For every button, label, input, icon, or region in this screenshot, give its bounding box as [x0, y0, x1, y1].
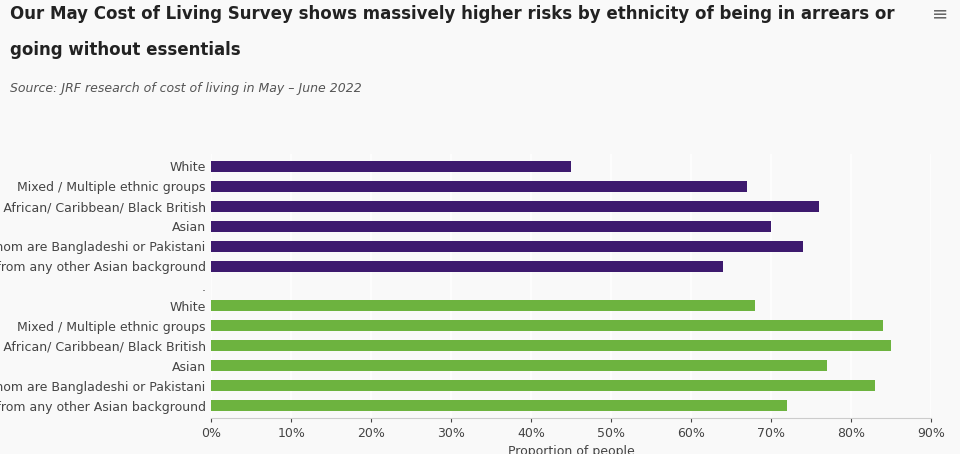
Text: Our May Cost of Living Survey shows massively higher risks by ethnicity of being: Our May Cost of Living Survey shows mass…: [10, 5, 894, 23]
Bar: [211, 321, 883, 331]
Bar: [211, 380, 876, 391]
Text: going without essentials: going without essentials: [10, 41, 240, 59]
Bar: [211, 400, 787, 411]
Bar: [211, 301, 756, 311]
Bar: [211, 181, 747, 192]
Bar: [211, 161, 571, 172]
Bar: [211, 241, 804, 252]
Bar: [211, 201, 819, 212]
Text: Source: JRF research of cost of living in May – June 2022: Source: JRF research of cost of living i…: [10, 82, 361, 95]
X-axis label: Proportion of people: Proportion of people: [508, 445, 635, 454]
Text: ≡: ≡: [932, 5, 948, 24]
Bar: [211, 360, 828, 371]
Bar: [211, 221, 771, 232]
Bar: [211, 261, 723, 271]
Bar: [211, 340, 891, 351]
